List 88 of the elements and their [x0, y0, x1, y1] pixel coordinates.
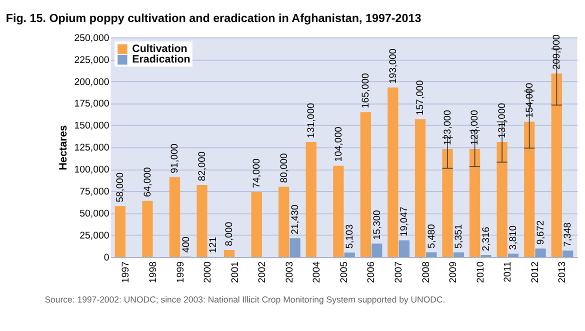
data-label: 19,047	[399, 206, 410, 236]
x-tick-label: 2006	[366, 261, 378, 284]
y-tick-label: 75,000	[80, 186, 110, 198]
bar	[224, 250, 235, 258]
bar	[388, 88, 398, 258]
x-tick-label: 2013	[557, 261, 568, 284]
data-label: 5,480	[426, 223, 438, 248]
y-tick-label: 200,000	[74, 76, 110, 88]
bar	[426, 252, 437, 258]
data-label: 15,300	[372, 209, 383, 240]
bar	[142, 200, 153, 258]
x-tick-label: 2011	[502, 261, 514, 282]
data-label: 74,000	[251, 158, 262, 188]
bar	[290, 238, 300, 258]
bar	[114, 206, 126, 258]
data-label: 82,000	[196, 150, 208, 182]
y-tick-label: 50,000	[80, 208, 110, 220]
x-tick-label: 2001	[230, 261, 241, 284]
bar	[508, 254, 519, 258]
y-tick-label: 25,000	[80, 230, 110, 242]
data-label: 131,000	[306, 102, 318, 138]
data-label: 64,000	[142, 166, 154, 197]
x-tick-label: 2003	[284, 261, 296, 284]
data-label: 400	[180, 236, 192, 253]
x-tick-label: 2007	[393, 261, 404, 284]
data-label: 157,000	[415, 80, 426, 116]
chart-title: Fig. 15. Opium poppy cultivation and eradication in Afghanistan, 1997-2013	[6, 12, 422, 25]
x-tick-label: 2010	[475, 260, 486, 284]
data-label: 21,430	[290, 204, 301, 234]
data-label: 123,000	[470, 109, 481, 146]
bar	[496, 142, 508, 258]
y-tick-label: 0	[104, 252, 110, 264]
y-tick-label: 250,000	[74, 32, 110, 44]
y-tick-label: 225,000	[74, 54, 110, 66]
legend-label: Eradication	[132, 54, 190, 66]
x-tick-label: 2008	[420, 261, 432, 284]
bar	[344, 252, 355, 258]
data-label: 7,348	[562, 222, 574, 247]
x-tick-label: 2000	[202, 260, 214, 284]
data-label: 80,000	[278, 152, 290, 183]
data-label: 123,000	[442, 109, 454, 146]
bar	[524, 122, 535, 258]
data-label: 58,000	[115, 172, 126, 202]
data-label: 165,000	[360, 72, 372, 108]
x-tick-label: 1997	[120, 261, 132, 284]
bar	[551, 73, 562, 258]
data-label: 104,000	[333, 126, 344, 162]
bar	[562, 250, 574, 258]
y-axis-title: Hectares	[57, 125, 70, 170]
y-tick-label: 175,000	[74, 98, 110, 110]
x-tick-label: 2002	[257, 261, 268, 284]
bar	[453, 252, 464, 258]
bar	[414, 119, 426, 258]
x-tick-label: 2012	[530, 261, 541, 284]
x-tick-label: 2009	[448, 261, 460, 284]
data-label: 5,351	[454, 224, 465, 248]
data-label: 9,672	[535, 220, 546, 245]
data-label: 91,000	[170, 142, 181, 174]
data-label: 2,316	[480, 226, 492, 252]
bar	[398, 240, 410, 258]
data-label: 193,000	[388, 48, 399, 84]
data-label: 5,103	[344, 224, 356, 249]
data-label: 209,000	[552, 34, 563, 70]
bar	[306, 142, 316, 258]
x-tick-label: 2004	[312, 260, 323, 284]
data-label: 8,000	[224, 221, 236, 246]
data-label: 121	[208, 236, 220, 254]
data-label: 131,000	[496, 102, 508, 138]
bar	[278, 186, 290, 258]
bar	[535, 248, 546, 258]
bar	[333, 166, 344, 258]
bar	[372, 244, 382, 258]
legend-label: Cultivation	[132, 43, 188, 56]
y-tick-label: 150,000	[74, 120, 110, 132]
bar	[169, 177, 180, 258]
bar	[196, 185, 208, 258]
bar	[442, 148, 453, 258]
bar	[360, 112, 371, 258]
y-tick-label: 125,000	[74, 142, 110, 154]
y-tick-label: 100,000	[74, 164, 110, 176]
data-label: 3,810	[508, 224, 520, 250]
bar	[251, 192, 262, 258]
bar	[469, 148, 480, 258]
x-tick-label: 1998	[148, 261, 159, 284]
x-tick-label: 2005	[338, 261, 350, 284]
data-label: 154,000	[524, 82, 536, 118]
x-tick-label: 1999	[175, 261, 186, 284]
source-note: Source: 1997-2002: UNODC; since 2003: National Illicit Crop Monitoring System supported by UNODC.	[44, 294, 446, 305]
